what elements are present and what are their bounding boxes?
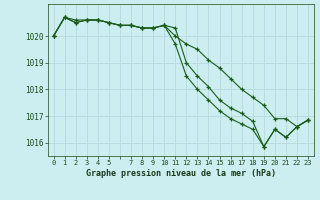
X-axis label: Graphe pression niveau de la mer (hPa): Graphe pression niveau de la mer (hPa) [86, 169, 276, 178]
